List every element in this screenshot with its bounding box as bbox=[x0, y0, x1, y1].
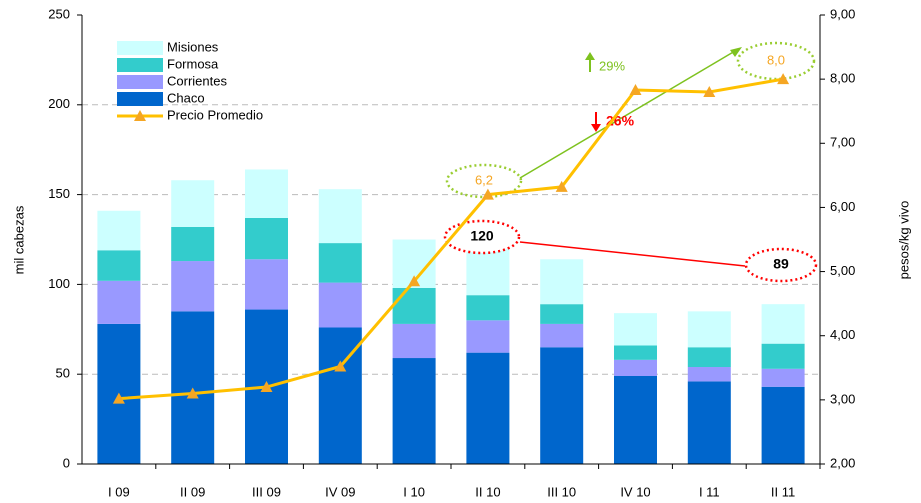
bar-segment bbox=[466, 295, 510, 321]
bar-segment bbox=[171, 226, 215, 262]
bar-segment bbox=[318, 189, 362, 244]
bar-segment bbox=[245, 169, 288, 218]
bar-segment bbox=[466, 248, 510, 296]
bar-segment bbox=[540, 347, 584, 464]
annotation-shape bbox=[744, 247, 818, 283]
bar-segment bbox=[392, 287, 436, 324]
line-marker bbox=[555, 180, 568, 192]
annotation: 29% bbox=[599, 58, 625, 73]
bar-segment bbox=[245, 259, 288, 310]
line-marker bbox=[481, 188, 494, 200]
legend-swatch bbox=[117, 92, 163, 106]
annotation-shape bbox=[519, 241, 746, 267]
bar-segment bbox=[466, 352, 510, 464]
y-tick-label: 200 bbox=[48, 96, 70, 111]
x-tick-label: I 10 bbox=[403, 484, 425, 499]
y2-tick-label: 8,00 bbox=[830, 71, 855, 86]
y-tick-label: 150 bbox=[48, 186, 70, 201]
y2-tick-label: 9,00 bbox=[830, 6, 855, 21]
bar-segment bbox=[614, 359, 657, 376]
y2-tick-label: 4,00 bbox=[830, 327, 855, 342]
bar-segment bbox=[687, 311, 731, 348]
bar-segment bbox=[97, 210, 141, 251]
bar-segment bbox=[97, 250, 141, 281]
line-marker bbox=[777, 73, 790, 85]
line-marker bbox=[629, 84, 642, 96]
legend-swatch bbox=[117, 58, 163, 72]
x-tick-label: II 11 bbox=[771, 484, 795, 499]
x-tick-label: II 09 bbox=[180, 484, 205, 499]
x-tick-label: III 09 bbox=[252, 484, 281, 499]
bar-segment bbox=[392, 358, 436, 464]
bar-segment bbox=[614, 375, 657, 464]
bar-segment bbox=[687, 367, 731, 382]
y-tick-label: 250 bbox=[48, 6, 70, 21]
bar-segment bbox=[761, 304, 805, 344]
annotation-shape bbox=[519, 50, 736, 179]
x-tick-label: IV 09 bbox=[325, 484, 355, 499]
bar-segment bbox=[392, 323, 436, 359]
y2-axis-label: pesos/kg vivo bbox=[896, 201, 911, 280]
line-marker bbox=[260, 381, 273, 393]
y-axis-label: mil cabezas bbox=[11, 205, 26, 274]
line-marker bbox=[112, 392, 125, 404]
annotation: 120 bbox=[470, 228, 494, 244]
bar-segment bbox=[761, 343, 805, 369]
legend-swatch bbox=[117, 41, 163, 55]
y2-tick-label: 6,00 bbox=[830, 199, 855, 214]
annotation-shape bbox=[585, 52, 595, 60]
annotation: 26% bbox=[606, 113, 635, 129]
legend-label: Formosa bbox=[167, 56, 219, 71]
bar-segment bbox=[97, 280, 141, 324]
y-tick-label: 100 bbox=[48, 276, 70, 291]
line-marker bbox=[408, 275, 421, 287]
legend-label: Misiones bbox=[167, 39, 219, 54]
y2-tick-label: 3,00 bbox=[830, 391, 855, 406]
legend-swatch bbox=[134, 110, 146, 121]
x-tick-label: II 10 bbox=[475, 484, 500, 499]
bar-segment bbox=[761, 368, 805, 387]
annotation-shape bbox=[445, 163, 523, 199]
x-tick-label: I 11 bbox=[699, 484, 720, 499]
y-tick-label: 50 bbox=[56, 366, 70, 381]
annotation-shape bbox=[730, 47, 742, 57]
bar-segment bbox=[171, 261, 215, 312]
annotation: 8,0 bbox=[767, 52, 785, 67]
x-tick-label: III 10 bbox=[547, 484, 576, 499]
bar-segment bbox=[245, 217, 288, 260]
line-marker bbox=[186, 387, 199, 399]
x-tick-label: IV 10 bbox=[620, 484, 650, 499]
bar-segment bbox=[687, 347, 731, 368]
legend-swatch bbox=[117, 75, 163, 89]
line-marker bbox=[334, 360, 347, 372]
annotation-shape bbox=[591, 124, 601, 132]
bar-segment bbox=[466, 320, 510, 353]
bar-segment bbox=[171, 180, 215, 227]
y-tick-label: 0 bbox=[63, 455, 70, 470]
y2-tick-label: 7,00 bbox=[830, 135, 855, 150]
bar-segment bbox=[614, 345, 657, 360]
line-marker bbox=[703, 85, 716, 97]
y2-tick-label: 5,00 bbox=[830, 263, 855, 278]
bar-segment bbox=[540, 259, 584, 305]
bar-segment bbox=[614, 313, 657, 346]
legend-label: Precio Promedio bbox=[167, 107, 263, 122]
y2-tick-label: 2,00 bbox=[830, 455, 855, 470]
bar-segment bbox=[318, 282, 362, 328]
annotation: 6,2 bbox=[475, 172, 493, 187]
annotation: 89 bbox=[773, 256, 789, 272]
bar-segment bbox=[318, 243, 362, 283]
bar-segment bbox=[540, 323, 584, 348]
line-series bbox=[118, 77, 784, 401]
legend-label: Chaco bbox=[167, 90, 205, 105]
x-tick-label: I 09 bbox=[108, 484, 130, 499]
legend-label: Corrientes bbox=[167, 73, 227, 88]
annotation-shape bbox=[443, 219, 521, 255]
bar-segment bbox=[761, 386, 805, 464]
bar-segment bbox=[687, 381, 731, 464]
bar-segment bbox=[540, 304, 584, 324]
